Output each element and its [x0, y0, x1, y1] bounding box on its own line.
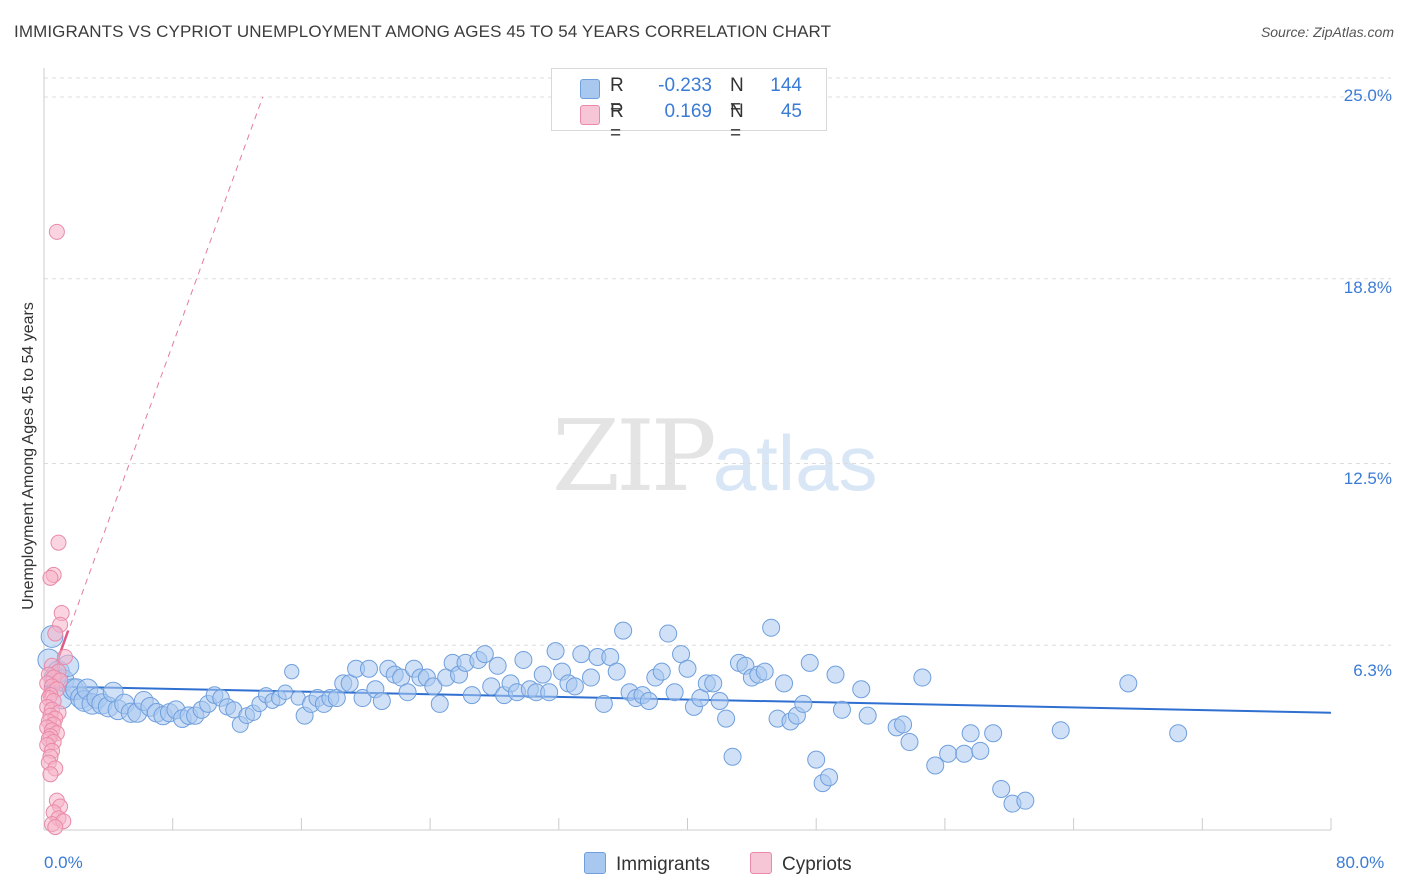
data-points [37, 223, 1188, 836]
immigrants-point [926, 756, 945, 775]
immigrants-trend-line [43, 685, 1332, 714]
n-value: 144 [770, 75, 802, 96]
immigrants-point [594, 694, 613, 713]
immigrants-point [546, 642, 565, 661]
immigrants-point [807, 750, 826, 769]
immigrants-point [359, 659, 378, 678]
immigrants-point [514, 650, 533, 669]
immigrants-legend-label: Immigrants [616, 854, 710, 875]
immigrants-point [284, 664, 300, 680]
immigrants-point [992, 779, 1011, 798]
immigrants-point [659, 624, 678, 643]
legend-item-cypriots[interactable]: Cypriots [750, 852, 852, 876]
immigrants-point [533, 665, 552, 684]
immigrants-swatch [580, 79, 600, 99]
immigrants-point [540, 683, 559, 702]
immigrants-point [430, 694, 449, 713]
y-tick-label: 6.3% [1353, 661, 1392, 680]
immigrants-point [794, 694, 813, 713]
immigrants-point [277, 684, 294, 700]
r-value: 0.169 [664, 101, 712, 122]
r-label: R = [610, 101, 624, 144]
cypriots-point [56, 649, 73, 666]
immigrants-point [565, 677, 584, 696]
cypriots-point [50, 534, 67, 551]
immigrants-point [955, 744, 974, 763]
watermark: ZIPatlas [552, 400, 878, 514]
x-tick-label-max: 80.0% [1336, 853, 1385, 872]
immigrants-point [775, 674, 794, 693]
immigrants-point [939, 744, 958, 763]
immigrants-point [971, 741, 990, 760]
immigrants-point [894, 715, 913, 734]
immigrants-point [1119, 674, 1138, 693]
immigrants-point [717, 709, 736, 728]
immigrants-point [984, 724, 1003, 743]
cypriots-point [48, 223, 65, 240]
immigrants-point [614, 621, 633, 640]
immigrants-point [826, 665, 845, 684]
cypriots-legend-label: Cypriots [782, 854, 852, 875]
y-tick-label: 18.8% [1343, 278, 1392, 297]
immigrants-point [820, 768, 839, 787]
y-axis-label: Unemployment Among Ages 45 to 54 years [20, 302, 37, 610]
immigrants-legend-swatch [584, 852, 606, 874]
r-value: -0.233 [658, 75, 712, 96]
immigrants-point [665, 683, 684, 702]
immigrants-point [372, 691, 391, 710]
immigrants-point [800, 653, 819, 672]
correlation-legend: R = -0.233 N = 144 R = 0.169 N = 45 [551, 68, 827, 144]
immigrants-point [353, 689, 372, 708]
cypriots-legend-swatch [750, 852, 772, 874]
immigrants-point [482, 677, 501, 696]
immigrants-point [832, 700, 851, 719]
source-label: Source: ZipAtlas.com [1260, 24, 1394, 40]
immigrants-point [652, 662, 671, 681]
n-label: N = [730, 75, 744, 118]
cypriots-point [42, 766, 59, 783]
immigrants-point [581, 668, 600, 687]
immigrants-point [755, 662, 774, 681]
immigrants-point [852, 680, 871, 699]
gridlines [44, 77, 1391, 646]
immigrants-point [900, 733, 919, 752]
cypriots-swatch [580, 105, 600, 125]
x-tick-label-min: 0.0% [44, 853, 83, 872]
immigrants-point [1051, 721, 1070, 740]
immigrants-point [398, 683, 417, 702]
immigrants-point [762, 618, 781, 637]
cypriots-point [47, 819, 64, 836]
immigrants-point [704, 674, 723, 693]
y-tick-label: 25.0% [1343, 86, 1392, 105]
immigrants-point [1169, 724, 1188, 743]
cypriots-point [47, 625, 64, 642]
immigrants-point [572, 645, 591, 664]
n-label: N = [730, 101, 744, 144]
chart-title: IMMIGRANTS VS CYPRIOT UNEMPLOYMENT AMONG… [14, 22, 832, 41]
n-value: 45 [780, 101, 802, 122]
immigrants-point [488, 656, 507, 675]
cypriots-point [42, 569, 59, 586]
immigrants-point [723, 747, 742, 766]
y-tick-label: 12.5% [1343, 469, 1392, 488]
immigrants-point [462, 686, 481, 705]
legend-item-immigrants[interactable]: Immigrants [584, 852, 710, 876]
watermark-zip: ZIP [552, 400, 717, 514]
immigrants-point [607, 662, 626, 681]
r-label: R = [610, 75, 624, 118]
immigrants-point [639, 691, 658, 710]
immigrants-point [424, 677, 443, 696]
immigrants-point [475, 645, 494, 664]
immigrants-point [1016, 791, 1035, 810]
immigrants-point [858, 706, 877, 725]
immigrants-point [913, 668, 932, 687]
immigrants-point [710, 691, 729, 710]
trend-lines [42, 96, 1332, 714]
immigrants-point [961, 724, 980, 743]
immigrants-point [678, 659, 697, 678]
cypriots-trend-line [43, 96, 264, 699]
